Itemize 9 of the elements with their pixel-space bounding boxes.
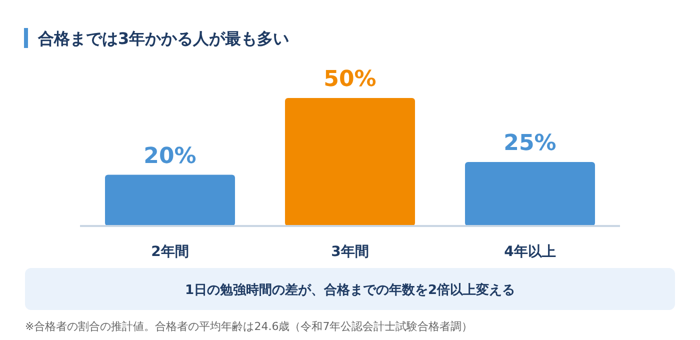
text: 1日の勉強時間の差が、合格までの年数を2倍以上変える xyxy=(184,282,516,298)
chart-title: 合格までは3年かかる人が最も多い xyxy=(37,29,290,48)
data-label: 20% xyxy=(144,144,196,169)
data-label: 50% xyxy=(324,67,376,92)
x-tick-label: 4年以上 xyxy=(504,244,556,260)
x-tick-label: 3年間 xyxy=(331,244,369,260)
text: ※合格者の割合の推計値。合格者の平均年齢は24.6歳（令和7年公認会計士試験合格者調） xyxy=(25,320,473,333)
x-tick-label: 2年間 xyxy=(151,244,189,260)
data-label: 25% xyxy=(504,131,556,156)
